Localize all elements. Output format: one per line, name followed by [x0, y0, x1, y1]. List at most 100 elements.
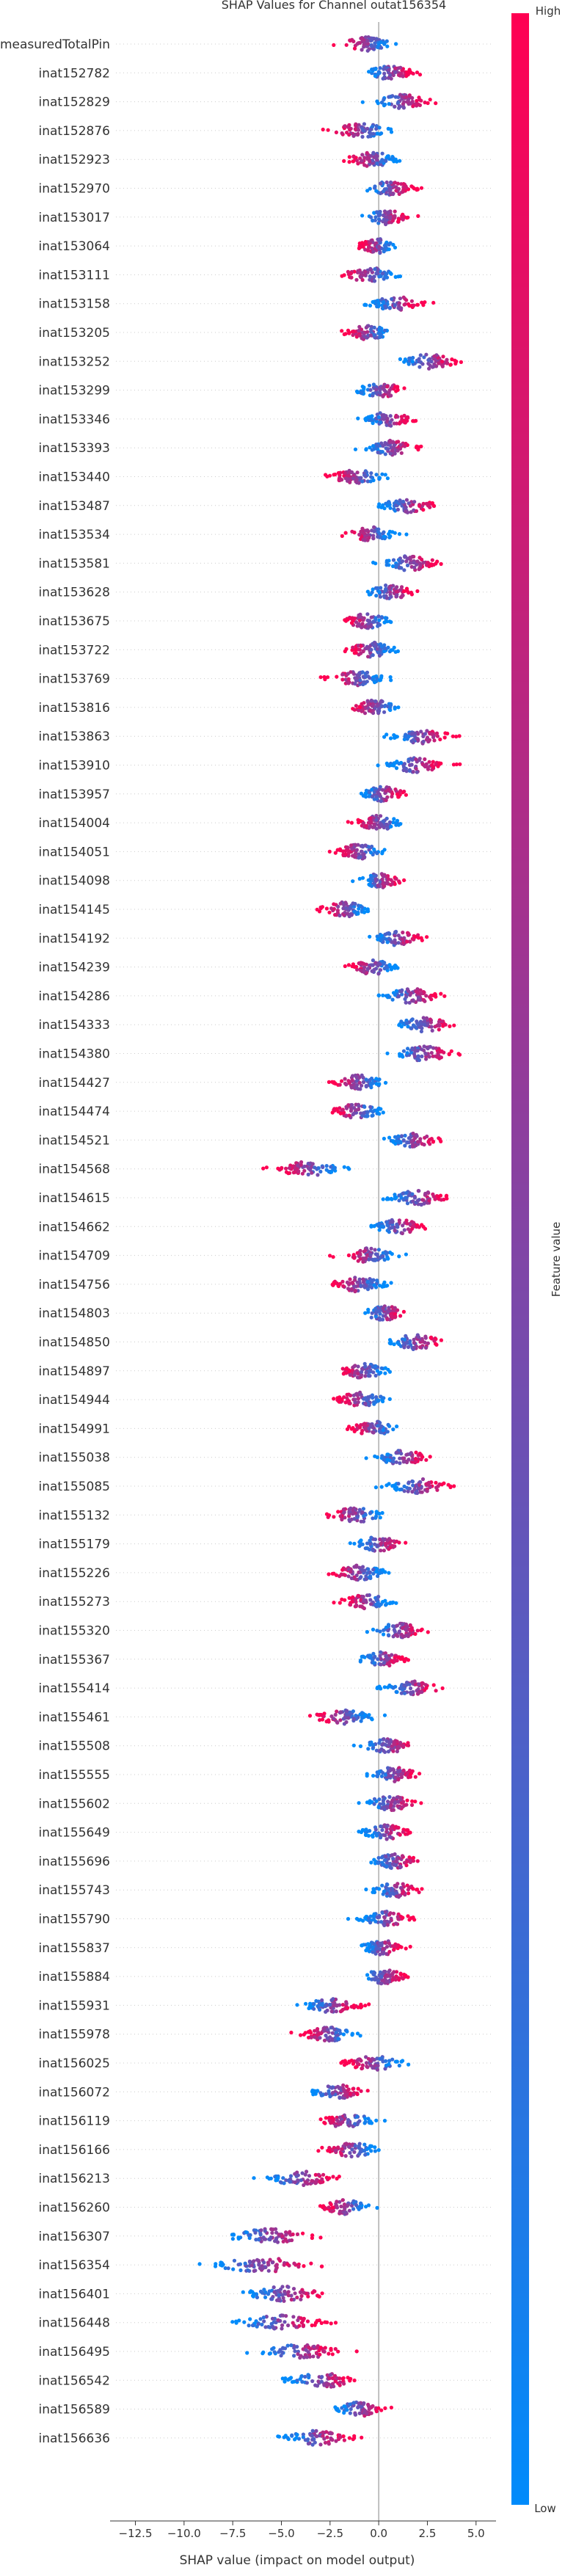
- shap-point: [368, 1538, 372, 1543]
- shap-point: [374, 271, 379, 276]
- shap-point: [318, 905, 323, 909]
- shap-point: [380, 1510, 384, 1516]
- feature-row: inat153957: [39, 785, 492, 804]
- shap-point: [349, 616, 354, 621]
- shap-point: [434, 731, 440, 735]
- feature-label: inat155555: [39, 1768, 110, 1783]
- shap-point: [359, 961, 363, 965]
- shap-point: [410, 1192, 415, 1196]
- shap-point: [428, 1017, 433, 1022]
- feature-label: inat153299: [39, 384, 110, 399]
- shap-point: [383, 589, 387, 593]
- shap-point: [371, 1972, 376, 1976]
- shap-point: [377, 1741, 382, 1745]
- feature-row: inat153111: [39, 266, 492, 283]
- shap-point: [295, 1167, 299, 1171]
- shap-point: [357, 647, 362, 652]
- shap-point: [342, 1510, 346, 1515]
- shap-point: [378, 1284, 382, 1288]
- shap-point: [401, 418, 406, 423]
- feature-label: inat152829: [39, 95, 110, 110]
- shap-point: [412, 419, 417, 423]
- feature-label: inat154333: [39, 1018, 110, 1033]
- shap-point: [410, 99, 415, 103]
- shap-point: [412, 1337, 416, 1342]
- shap-point: [373, 184, 377, 189]
- shap-point: [356, 128, 361, 132]
- shap-point: [371, 536, 376, 541]
- shap-point: [340, 1397, 344, 1402]
- shap-point: [387, 501, 392, 505]
- shap-point: [406, 735, 411, 739]
- shap-point: [398, 1461, 402, 1466]
- shap-point: [398, 789, 403, 793]
- shap-point: [365, 1253, 370, 1257]
- shap-point: [410, 1046, 415, 1051]
- shap-point: [410, 1480, 415, 1484]
- shap-point: [420, 1887, 424, 1891]
- shap-point: [375, 1252, 379, 1256]
- shap-point: [332, 473, 336, 477]
- shap-point: [377, 274, 382, 279]
- shap-point: [359, 274, 364, 279]
- shap-point: [377, 476, 382, 480]
- shap-point: [434, 101, 438, 106]
- shap-point: [355, 1280, 360, 1284]
- shap-point: [408, 1623, 412, 1628]
- shap-point: [383, 646, 387, 651]
- shap-point: [346, 1103, 351, 1107]
- shap-point: [406, 1631, 411, 1636]
- shap-point: [370, 1285, 374, 1289]
- shap-point: [410, 1769, 415, 1773]
- shap-point: [389, 678, 393, 683]
- shap-point: [393, 1629, 397, 1634]
- shap-point: [365, 1772, 369, 1776]
- shap-point: [388, 414, 393, 418]
- shap-point: [362, 680, 366, 684]
- shap-point: [386, 1766, 390, 1770]
- shap-point: [387, 789, 393, 793]
- feature-label: measuredTotalPin: [0, 37, 110, 52]
- shap-point: [379, 1774, 384, 1778]
- shap-point: [371, 68, 375, 72]
- shap-point: [354, 1563, 359, 1568]
- shap-point: [357, 1830, 361, 1834]
- shap-point: [368, 268, 373, 272]
- shap-point: [387, 763, 392, 768]
- shap-point: [419, 1202, 423, 1207]
- shap-point: [391, 1139, 395, 1143]
- shap-point: [346, 269, 350, 274]
- shap-point: [356, 1087, 360, 1091]
- shap-point: [418, 757, 422, 761]
- shap-point: [421, 739, 426, 744]
- shap-point: [380, 450, 384, 454]
- shap-point: [376, 534, 380, 539]
- shap-point: [401, 1830, 406, 1834]
- shap-point: [374, 1310, 379, 1314]
- shap-point: [403, 997, 407, 1001]
- shap-point: [411, 104, 415, 109]
- shap-point: [395, 440, 399, 445]
- shap-point: [411, 999, 415, 1003]
- shap-point: [371, 478, 376, 483]
- shap-point: [373, 1514, 379, 1518]
- shap-point: [424, 1458, 429, 1462]
- shap-point: [388, 675, 393, 680]
- shap-point: [361, 128, 365, 133]
- shap-point: [371, 1887, 376, 1891]
- shap-point: [384, 1951, 389, 1956]
- shap-point: [411, 1859, 416, 1863]
- shap-point: [371, 534, 376, 538]
- feature-row: inat155414: [39, 1679, 492, 1697]
- shap-point: [413, 1631, 418, 1636]
- shap-point: [384, 1864, 388, 1869]
- shap-point: [346, 845, 350, 850]
- shap-point: [407, 1855, 412, 1860]
- shap-point: [343, 964, 347, 969]
- shap-point: [360, 708, 364, 713]
- shap-point: [384, 785, 389, 790]
- shap-point: [406, 989, 411, 994]
- shap-point: [386, 1800, 390, 1804]
- shap-point: [398, 588, 402, 592]
- shap-point: [364, 1887, 368, 1892]
